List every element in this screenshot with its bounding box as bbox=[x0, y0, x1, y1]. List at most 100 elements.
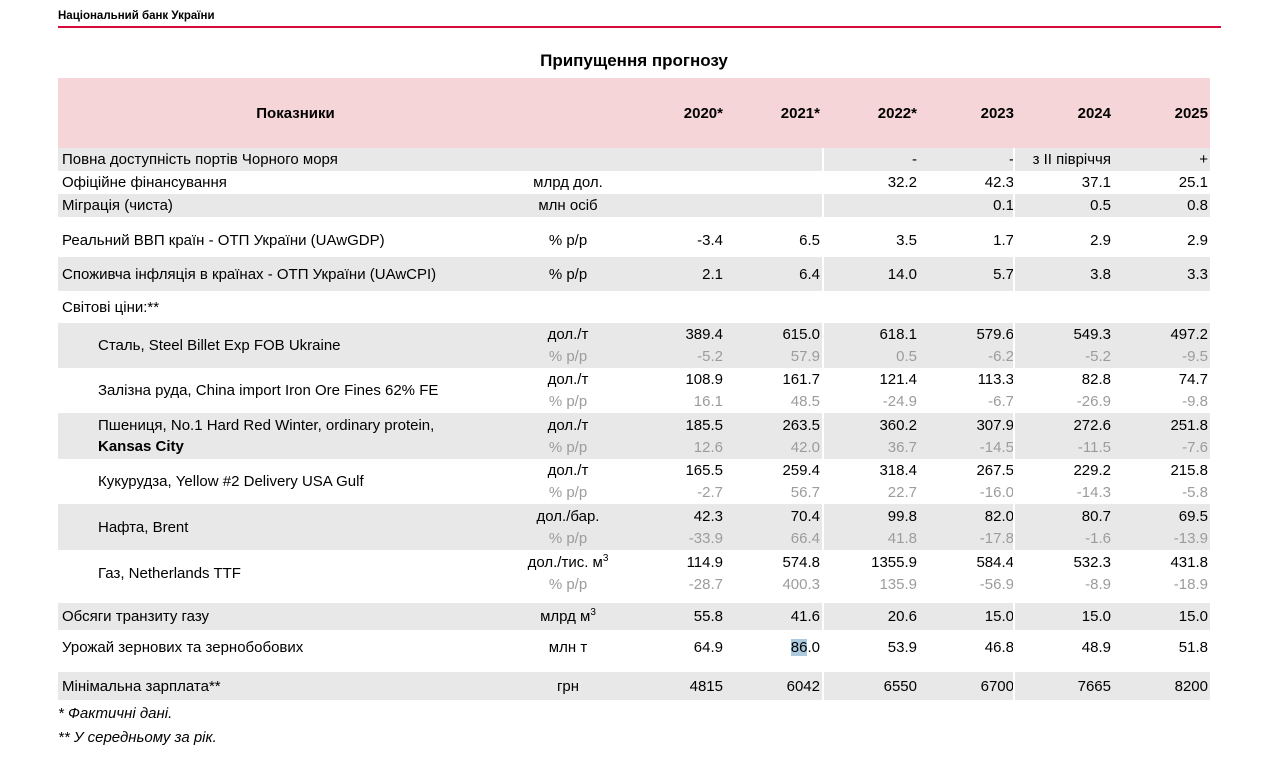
row-label-line: Кукурудза, Yellow #2 Delivery USA Gulf bbox=[98, 473, 364, 490]
value-cell: 389.4 bbox=[685, 326, 723, 343]
value-cell: 42.0 bbox=[790, 438, 820, 456]
row-data: млн осіб 0.1 0.5 0.8 bbox=[478, 195, 1210, 217]
value-cell: 1355.9 bbox=[871, 553, 917, 571]
value-cell: 32.2 bbox=[887, 174, 917, 191]
unit-cell: дол./т bbox=[547, 371, 589, 388]
value-cell: 25.1 bbox=[1178, 174, 1208, 191]
value-cell: 6700 bbox=[980, 677, 1014, 695]
value-cell: -18.9 bbox=[1173, 575, 1208, 593]
value-cell: 4815 bbox=[689, 677, 723, 695]
value-cell: -11.5 bbox=[1077, 438, 1111, 456]
value-cell: -6.7 bbox=[988, 393, 1014, 410]
value-cell: 574.8 bbox=[782, 553, 820, 571]
data-line-value: дол./т 165.5 259.4 318.4 267.5 229.2 215.8 bbox=[478, 460, 1210, 482]
value-cell: -13.9 bbox=[1173, 529, 1208, 547]
table-row: Сталь, Steel Billet Exp FOB Ukraine дол./… bbox=[58, 323, 1210, 368]
header-year-2023: 2023 bbox=[980, 104, 1014, 122]
value-cell: 6042 bbox=[786, 677, 820, 695]
value-cell: 51.8 bbox=[1178, 639, 1208, 656]
value-cell: 15.0 bbox=[1178, 608, 1208, 625]
value-cell: 618.1 bbox=[879, 326, 917, 343]
value-cell: 360.2 bbox=[879, 416, 917, 434]
row-label: Залізна руда, China import Iron Ore Fine… bbox=[58, 380, 478, 401]
value-cell: 14.0 bbox=[887, 265, 917, 283]
data-line-value: дол./тис. м3 114.9 574.8 1355.9 584.4 532.3 43… bbox=[478, 551, 1210, 573]
row-label-line: Споживча інфляція в країнах - ОТП Україн… bbox=[62, 265, 437, 283]
table-body: Повна доступність портів Чорного моря - - з… bbox=[58, 148, 1210, 700]
assumptions-table: Показники 2020* 2021* 2022* 2023 2024 20… bbox=[58, 78, 1210, 700]
value-cell: 135.9 bbox=[879, 575, 917, 593]
row-label-line: Офіційне фінансування bbox=[62, 174, 227, 191]
header-year-2022: 2022* bbox=[877, 104, 917, 122]
data-line-percent: % р/р -33.9 66.4 41.8 -17.8 -1.6 -13.9 bbox=[478, 527, 1210, 549]
value-cell: 3.5 bbox=[896, 231, 917, 249]
value-cell: -14.5 bbox=[979, 438, 1014, 456]
value-cell: 108.9 bbox=[685, 371, 723, 388]
row-label-line: Обсяги транзиту газу bbox=[62, 608, 210, 625]
table-row: Пшениця, No.1 Hard Red Winter, ordinary … bbox=[58, 413, 1210, 459]
value-cell: 22.7 bbox=[887, 484, 917, 501]
value-cell: -9.8 bbox=[1182, 393, 1208, 410]
value-cell: 69.5 bbox=[1178, 507, 1208, 525]
table-row: Світові ціни:** bbox=[58, 291, 1210, 323]
header-year-2020: 2020* bbox=[683, 104, 723, 122]
value-cell: 15.0 bbox=[1081, 608, 1111, 625]
row-data: дол./т 108.9 161.7 121.4 113.3 82.8 74.7 % р/р 1… bbox=[478, 369, 1210, 413]
row-label-line: Реальний ВВП країн - ОТП України (UAwGDP… bbox=[62, 231, 385, 249]
row-label-line: Урожай зернових та зернобобових bbox=[62, 639, 304, 656]
row-label-line: Міграція (чиста) bbox=[62, 197, 173, 214]
value-cell: 0.8 bbox=[1187, 197, 1208, 214]
value-cell: 3.8 bbox=[1090, 265, 1111, 283]
value-cell: 263.5 bbox=[782, 416, 820, 434]
value-cell: 2.1 bbox=[702, 265, 723, 283]
value-cell: з II півріччя bbox=[1032, 151, 1111, 168]
row-label: Світові ціни:** bbox=[58, 297, 478, 318]
value-cell: 36.7 bbox=[887, 438, 917, 456]
value-cell: 229.2 bbox=[1073, 462, 1111, 479]
row-data: % р/р -3.4 6.5 3.5 1.7 2.9 2.9 bbox=[478, 229, 1210, 251]
value-cell: 16.1 bbox=[693, 393, 723, 410]
value-cell: 53.9 bbox=[887, 639, 917, 656]
footnote-yearly-average: ** У середньому за рік. bbox=[58, 729, 217, 746]
unit-cell: млн т bbox=[548, 639, 588, 656]
value-cell: 64.9 bbox=[693, 639, 723, 656]
header-year-2024: 2024 bbox=[1077, 104, 1111, 122]
data-line-value: млрд м3 55.8 41.6 20.6 15.0 15.0 15.0 bbox=[478, 606, 1210, 628]
value-cell: -1.6 bbox=[1085, 529, 1111, 547]
value-cell: 80.7 bbox=[1081, 507, 1111, 525]
row-label: Реальний ВВП країн - ОТП України (UAwGDP… bbox=[58, 230, 478, 251]
row-label-line: Нафта, Brent bbox=[98, 518, 189, 536]
value-cell: 251.8 bbox=[1170, 416, 1208, 434]
unit-cell: млн осіб bbox=[538, 197, 598, 214]
value-cell: 0.5 bbox=[1090, 197, 1111, 214]
row-data: дол./т 389.4 615.0 618.1 579.6 549.3 497.2 % р/… bbox=[478, 324, 1210, 368]
value-cell: 161.7 bbox=[782, 371, 820, 388]
value-cell: 74.7 bbox=[1178, 371, 1208, 388]
value-cell: -26.9 bbox=[1076, 393, 1111, 410]
data-line-value: грн 4815 6042 6550 6700 7665 8200 bbox=[478, 675, 1210, 697]
row-data: дол./т 165.5 259.4 318.4 267.5 229.2 215.8 % р/… bbox=[478, 460, 1210, 504]
value-cell: 3.3 bbox=[1187, 265, 1208, 283]
row-label: Газ, Netherlands TTF bbox=[58, 563, 478, 584]
unit-cell: млрд м3 bbox=[540, 607, 596, 626]
value-cell: 431.8 bbox=[1170, 553, 1208, 571]
selected-text: 86 bbox=[790, 639, 808, 656]
unit-cell: дол./т bbox=[547, 416, 589, 434]
value-cell: + bbox=[1199, 151, 1208, 168]
row-data: дол./тис. м3 114.9 574.8 1355.9 584.4 532.3 43… bbox=[478, 551, 1210, 595]
value-cell: 318.4 bbox=[879, 462, 917, 479]
value-cell: 6.4 bbox=[799, 265, 820, 283]
value-cell: 41.6 bbox=[790, 608, 820, 625]
unit-cell: дол./тис. м3 bbox=[527, 552, 609, 571]
header-indicator: Показники bbox=[256, 104, 335, 122]
row-data: млрд м3 55.8 41.6 20.6 15.0 15.0 15.0 bbox=[478, 606, 1210, 628]
value-cell: 2.9 bbox=[1187, 231, 1208, 249]
value-cell: -5.2 bbox=[697, 348, 723, 365]
value-cell: 55.8 bbox=[693, 608, 723, 625]
table-row: Офіційне фінансування млрд дол. 32.2 42.3 37… bbox=[58, 171, 1210, 194]
data-line-value: млрд дол. 32.2 42.3 37.1 25.1 bbox=[478, 172, 1210, 194]
row-label: Повна доступність портів Чорного моря bbox=[58, 149, 478, 170]
value-cell: -3.4 bbox=[697, 231, 723, 249]
value-cell: 46.8 bbox=[984, 639, 1014, 656]
table-row: Обсяги транзиту газу млрд м3 55.8 41.6 20.6 1… bbox=[58, 603, 1210, 630]
